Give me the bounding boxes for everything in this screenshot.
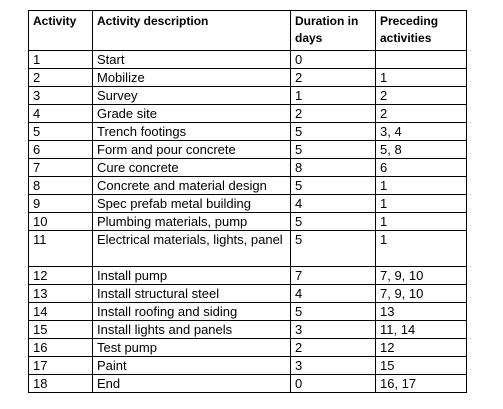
table-row: 7 Cure concrete 8 6: [28, 158, 467, 177]
cell-description: Install structural steel: [92, 284, 291, 303]
cell-duration: 7: [290, 266, 376, 285]
cell-activity: 4: [28, 104, 93, 123]
cell-activity: 10: [28, 212, 93, 231]
table-row: 15 Install lights and panels 3 11, 14: [28, 320, 467, 339]
cell-preceding: 1: [375, 194, 467, 213]
table-row: 1 Start 0: [28, 50, 467, 69]
table-row: 9 Spec prefab metal building 4 1: [28, 194, 467, 213]
table-row: 4 Grade site 2 2: [28, 104, 467, 123]
cell-activity: 6: [28, 140, 93, 159]
cell-description: Electrical materials, lights, panel: [92, 230, 291, 267]
cell-description: Cure concrete: [92, 158, 291, 177]
cell-description: Start: [92, 50, 291, 69]
cell-description: Install lights and panels: [92, 320, 291, 339]
cell-duration: 0: [290, 374, 376, 393]
cell-preceding: 7, 9, 10: [375, 284, 467, 303]
cell-preceding: 12: [375, 338, 467, 357]
cell-preceding: 13: [375, 302, 467, 321]
cell-activity: 16: [28, 338, 93, 357]
header-duration: Duration in days: [290, 10, 376, 51]
cell-description: Mobilize: [92, 68, 291, 87]
cell-description: Survey: [92, 86, 291, 105]
cell-activity: 9: [28, 194, 93, 213]
cell-description: End: [92, 374, 291, 393]
cell-duration: 2: [290, 68, 376, 87]
cell-description: Paint: [92, 356, 291, 375]
cell-description: Form and pour concrete: [92, 140, 291, 159]
table-header-row: Activity Activity description Duration i…: [28, 10, 467, 51]
cell-preceding: [375, 50, 467, 69]
cell-preceding: 11, 14: [375, 320, 467, 339]
cell-description: Concrete and material design: [92, 176, 291, 195]
cell-activity: 18: [28, 374, 93, 393]
cell-description: Install roofing and siding: [92, 302, 291, 321]
table-row: 3 Survey 1 2: [28, 86, 467, 105]
cell-duration: 5: [290, 302, 376, 321]
table-row: 13 Install structural steel 4 7, 9, 10: [28, 284, 467, 303]
cell-duration: 5: [290, 176, 376, 195]
table-row: 12 Install pump 7 7, 9, 10: [28, 266, 467, 285]
cell-duration: 5: [290, 122, 376, 141]
table-row: 10 Plumbing materials, pump 5 1: [28, 212, 467, 231]
header-preceding: Preceding activities: [375, 10, 467, 51]
header-description: Activity description: [92, 10, 291, 51]
cell-preceding: 15: [375, 356, 467, 375]
cell-duration: 8: [290, 158, 376, 177]
cell-activity: 14: [28, 302, 93, 321]
activity-table: Activity Activity description Duration i…: [28, 10, 467, 393]
cell-description: Spec prefab metal building: [92, 194, 291, 213]
table-body: 1 Start 0 2 Mobilize 2 1 3 Survey 1 2 4 Grade site 2 2…: [28, 50, 467, 393]
cell-preceding: 7, 9, 10: [375, 266, 467, 285]
table-row: 6 Form and pour concrete 5 5, 8: [28, 140, 467, 159]
cell-activity: 12: [28, 266, 93, 285]
cell-activity: 8: [28, 176, 93, 195]
cell-activity: 11: [28, 230, 93, 267]
table-row: 18 End 0 16, 17: [28, 374, 467, 393]
cell-activity: 3: [28, 86, 93, 105]
cell-activity: 15: [28, 320, 93, 339]
cell-duration: 2: [290, 338, 376, 357]
cell-description: Grade site: [92, 104, 291, 123]
table-row: 2 Mobilize 2 1: [28, 68, 467, 87]
cell-duration: 4: [290, 194, 376, 213]
cell-duration: 2: [290, 104, 376, 123]
table-row: 8 Concrete and material design 5 1: [28, 176, 467, 195]
cell-duration: 1: [290, 86, 376, 105]
cell-preceding: 2: [375, 104, 467, 123]
cell-activity: 5: [28, 122, 93, 141]
table-row: 16 Test pump 2 12: [28, 338, 467, 357]
table-row: 11 Electrical materials, lights, panel 5 1: [28, 230, 467, 267]
cell-duration: 0: [290, 50, 376, 69]
cell-description: Trench footings: [92, 122, 291, 141]
cell-description: Install pump: [92, 266, 291, 285]
cell-description: Test pump: [92, 338, 291, 357]
cell-preceding: 1: [375, 230, 467, 267]
cell-preceding: 6: [375, 158, 467, 177]
cell-preceding: 5, 8: [375, 140, 467, 159]
cell-preceding: 1: [375, 212, 467, 231]
cell-activity: 17: [28, 356, 93, 375]
header-activity: Activity: [28, 10, 93, 51]
cell-duration: 4: [290, 284, 376, 303]
cell-duration: 5: [290, 212, 376, 231]
cell-duration: 3: [290, 356, 376, 375]
cell-preceding: 2: [375, 86, 467, 105]
cell-activity: 2: [28, 68, 93, 87]
cell-activity: 7: [28, 158, 93, 177]
cell-preceding: 3, 4: [375, 122, 467, 141]
cell-activity: 13: [28, 284, 93, 303]
cell-activity: 1: [28, 50, 93, 69]
cell-preceding: 1: [375, 68, 467, 87]
cell-preceding: 16, 17: [375, 374, 467, 393]
table-row: 17 Paint 3 15: [28, 356, 467, 375]
cell-description: Plumbing materials, pump: [92, 212, 291, 231]
table-row: 5 Trench footings 5 3, 4: [28, 122, 467, 141]
cell-duration: 5: [290, 140, 376, 159]
table-row: 14 Install roofing and siding 5 13: [28, 302, 467, 321]
cell-duration: 3: [290, 320, 376, 339]
cell-duration: 5: [290, 230, 376, 267]
cell-preceding: 1: [375, 176, 467, 195]
